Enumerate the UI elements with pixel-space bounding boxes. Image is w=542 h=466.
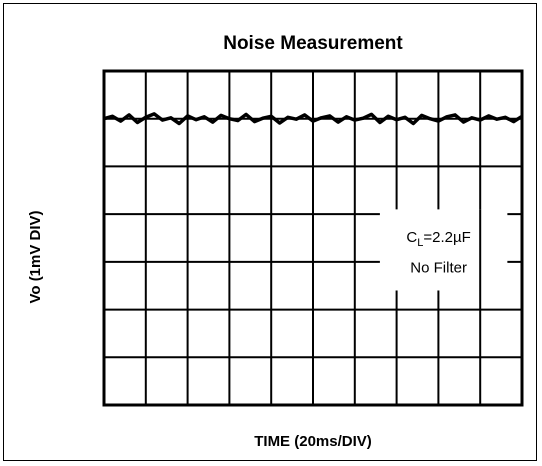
x-axis-label: TIME (20ms/DIV): [254, 433, 372, 450]
annotation-capacitance: CL=2.2µF: [406, 229, 470, 249]
annotation-box: CL=2.2µF No Filter: [379, 209, 508, 291]
chart-title: Noise Measurement: [223, 33, 403, 54]
trace-layer: [103, 112, 523, 126]
noise-trace: [103, 112, 523, 126]
plot-area-border: [102, 69, 524, 407]
y-axis-label: Vo (1mV DIV): [27, 210, 44, 303]
annotation-filter: No Filter: [410, 260, 467, 277]
